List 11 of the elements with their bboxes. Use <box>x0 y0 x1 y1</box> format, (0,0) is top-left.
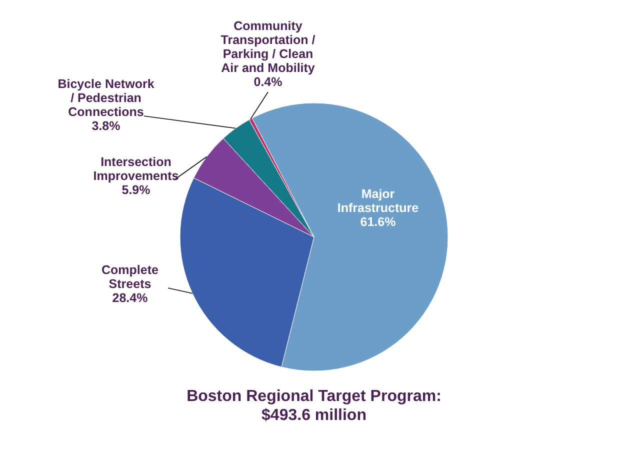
slice-label: Intersection Improvements <box>93 155 179 183</box>
slice-label: Bicycle Network / Pedestrian Connections <box>58 77 154 119</box>
data-label: 5.9% <box>122 183 150 197</box>
data-label: 28.4% <box>112 291 148 305</box>
data-label: 3.8% <box>92 119 120 133</box>
data-label: 0.4% <box>254 75 282 89</box>
text: Boston Regional Target Program: $493.6 million <box>186 388 442 424</box>
slice-label: Complete Streets <box>102 263 159 291</box>
slice-label: Major Infrastructure <box>337 187 419 215</box>
data-label: 61.6% <box>360 215 396 229</box>
slice-label: Community Transportation / Parking / Clean Air and Mobility <box>220 19 316 75</box>
